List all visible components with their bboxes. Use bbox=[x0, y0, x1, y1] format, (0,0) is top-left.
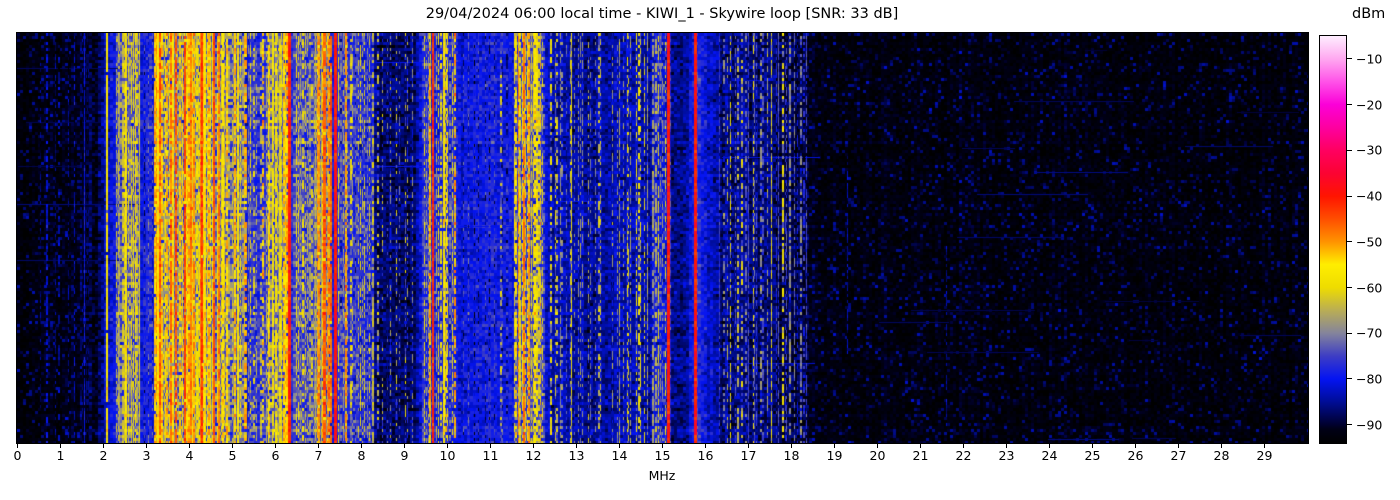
x-tick-label: 22 bbox=[955, 448, 972, 463]
x-tick-mark bbox=[189, 444, 190, 448]
x-tick-label: 13 bbox=[568, 448, 585, 463]
colorbar-tick-label: −20 bbox=[1356, 97, 1383, 113]
x-tick-mark bbox=[619, 444, 620, 448]
x-tick-label: 14 bbox=[611, 448, 628, 463]
x-tick-label: 11 bbox=[482, 448, 499, 463]
x-tick-mark bbox=[1221, 444, 1222, 448]
colorbar-tick-mark bbox=[1347, 149, 1352, 151]
x-tick-mark bbox=[1092, 444, 1093, 448]
x-tick-mark bbox=[834, 444, 835, 448]
x-tick-mark bbox=[705, 444, 706, 448]
x-tick-label: 24 bbox=[1041, 448, 1058, 463]
x-tick-mark bbox=[1135, 444, 1136, 448]
x-tick-mark bbox=[1006, 444, 1007, 448]
x-tick-label: 20 bbox=[869, 448, 886, 463]
x-tick-mark bbox=[920, 444, 921, 448]
x-tick-label: 25 bbox=[1084, 448, 1101, 463]
colorbar-tick-label: −90 bbox=[1356, 417, 1383, 433]
x-tick-mark bbox=[361, 444, 362, 448]
x-tick-mark bbox=[60, 444, 61, 448]
colorbar-tick-label: −50 bbox=[1356, 234, 1383, 250]
x-tick-mark bbox=[275, 444, 276, 448]
colorbar-tick-mark bbox=[1347, 332, 1352, 334]
x-tick-label: 4 bbox=[185, 448, 194, 463]
x-tick-label: 29 bbox=[1256, 448, 1273, 463]
x-tick-label: 26 bbox=[1127, 448, 1144, 463]
colorbar-tick-mark bbox=[1347, 378, 1352, 380]
x-tick-label: 6 bbox=[271, 448, 280, 463]
waterfall-plot-frame bbox=[16, 32, 1309, 444]
x-tick-mark bbox=[447, 444, 448, 448]
x-tick-label: 19 bbox=[826, 448, 843, 463]
waterfall-heatmap bbox=[17, 33, 1308, 443]
chart-title: 29/04/2024 06:00 local time - KIWI_1 - S… bbox=[425, 6, 899, 22]
x-tick-label: 5 bbox=[228, 448, 237, 463]
x-tick-label: 1 bbox=[56, 448, 65, 463]
x-tick-label: 16 bbox=[697, 448, 714, 463]
x-tick-label: 28 bbox=[1213, 448, 1230, 463]
colorbar-tick-label: −30 bbox=[1356, 142, 1383, 158]
x-tick-mark bbox=[103, 444, 104, 448]
x-tick-label: 10 bbox=[439, 448, 456, 463]
x-tick-label: 0 bbox=[13, 448, 22, 463]
colorbar-title: dBm bbox=[1352, 6, 1386, 22]
x-tick-label: 9 bbox=[400, 448, 409, 463]
x-tick-label: 7 bbox=[314, 448, 323, 463]
x-tick-mark bbox=[146, 444, 147, 448]
x-tick-mark bbox=[662, 444, 663, 448]
colorbar-tick-label: −40 bbox=[1356, 188, 1383, 204]
x-tick-mark bbox=[17, 444, 18, 448]
x-tick-mark bbox=[533, 444, 534, 448]
x-tick-mark bbox=[576, 444, 577, 448]
colorbar-frame bbox=[1319, 35, 1347, 444]
x-tick-label: 18 bbox=[783, 448, 800, 463]
x-tick-mark bbox=[963, 444, 964, 448]
x-tick-mark bbox=[404, 444, 405, 448]
x-tick-mark bbox=[490, 444, 491, 448]
x-tick-mark bbox=[791, 444, 792, 448]
x-tick-mark bbox=[1178, 444, 1179, 448]
x-tick-label: 17 bbox=[740, 448, 757, 463]
x-tick-label: 15 bbox=[654, 448, 671, 463]
x-axis-label: MHz bbox=[648, 468, 676, 483]
x-tick-label: 2 bbox=[99, 448, 108, 463]
x-tick-label: 21 bbox=[912, 448, 929, 463]
x-tick-mark bbox=[877, 444, 878, 448]
colorbar-tick-label: −80 bbox=[1356, 371, 1383, 387]
x-tick-label: 23 bbox=[998, 448, 1015, 463]
colorbar-tick-mark bbox=[1347, 58, 1352, 60]
x-tick-label: 12 bbox=[525, 448, 542, 463]
colorbar-tick-label: −70 bbox=[1356, 325, 1383, 341]
colorbar-tick-mark bbox=[1347, 241, 1352, 243]
x-tick-label: 8 bbox=[357, 448, 366, 463]
colorbar-tick-mark bbox=[1347, 104, 1352, 106]
x-tick-label: 3 bbox=[142, 448, 151, 463]
x-tick-mark bbox=[232, 444, 233, 448]
colorbar-tick-mark bbox=[1347, 195, 1352, 197]
x-tick-mark bbox=[1264, 444, 1265, 448]
colorbar-tick-mark bbox=[1347, 287, 1352, 289]
x-tick-label: 27 bbox=[1170, 448, 1187, 463]
x-tick-mark bbox=[1049, 444, 1050, 448]
x-tick-mark bbox=[748, 444, 749, 448]
colorbar-tick-label: −10 bbox=[1356, 51, 1383, 67]
colorbar-tick-mark bbox=[1347, 424, 1352, 426]
colorbar-gradient bbox=[1320, 36, 1346, 443]
colorbar-tick-label: −60 bbox=[1356, 280, 1383, 296]
x-tick-mark bbox=[318, 444, 319, 448]
